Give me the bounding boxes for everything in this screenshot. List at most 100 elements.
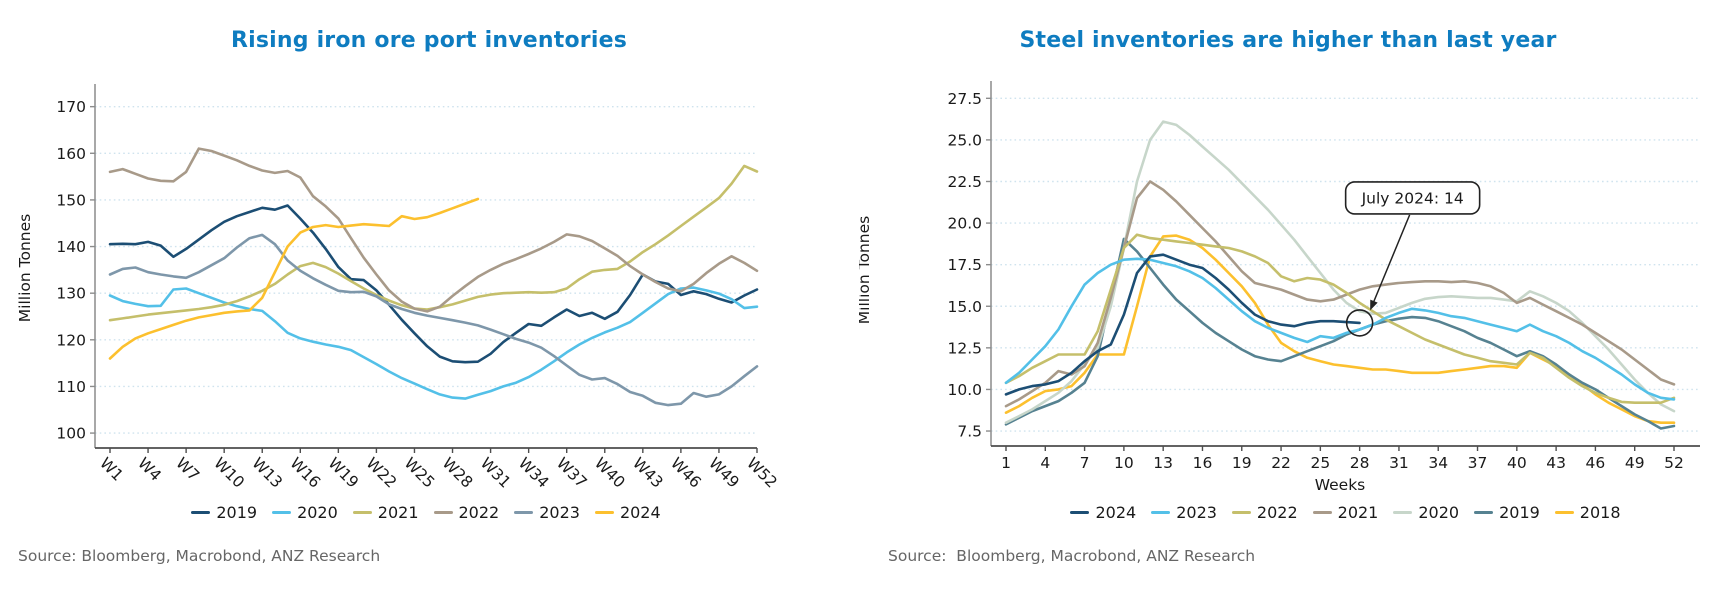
x-tick-label: 31 <box>1389 454 1409 472</box>
legend-item-2018: 2018 <box>1554 503 1621 522</box>
legend-label: 2018 <box>1579 503 1621 522</box>
legend-label: 2023 <box>1176 503 1217 522</box>
legend-swatch <box>514 510 534 515</box>
series-line-2023 <box>1004 257 1676 401</box>
legend-swatch <box>594 510 614 515</box>
x-tick-label: W37 <box>553 454 591 492</box>
legend-item-2022: 2022 <box>433 503 500 522</box>
series-line-2022 <box>108 147 759 313</box>
x-tick-label: W7 <box>172 454 203 485</box>
legend-item-2023: 2023 <box>514 503 580 522</box>
legend-label: 2021 <box>1337 503 1379 522</box>
annotation-label: July 2024: 14 <box>1361 189 1464 207</box>
chart-title-steel: Steel inventories are higher than last y… <box>1019 28 1557 54</box>
y-tick-label: 120 <box>56 331 86 349</box>
legend-item-2023: 2023 <box>1151 503 1217 522</box>
legend-swatch <box>1070 510 1090 515</box>
legend-swatch <box>272 510 292 515</box>
y-tick-label: 7.5 <box>957 423 982 441</box>
x-tick-label: W1 <box>96 454 127 485</box>
annotation-arrow-head <box>1370 299 1378 311</box>
chart-title-iron-ore: Rising iron ore port inventories <box>230 28 627 54</box>
y-tick-label: 110 <box>56 378 86 396</box>
legend-label: 2024 <box>1095 503 1137 522</box>
series-line-2024 <box>1004 253 1361 396</box>
y-tick-label: 10.0 <box>947 381 982 399</box>
y-tick-label: 15.0 <box>947 298 982 316</box>
annotation-target-circle <box>1345 309 1374 337</box>
legend-label: 2020 <box>297 503 338 522</box>
x-tick-label: 37 <box>1468 454 1488 472</box>
iron-ore-legend: 2019 2020 2021 2022 2023 2024 <box>95 503 757 522</box>
series-line-2018 <box>1004 234 1676 425</box>
x-tick-label: W40 <box>591 454 629 492</box>
series-line-2022 <box>1004 233 1676 405</box>
y-tick-label: 140 <box>56 238 86 256</box>
legend-item-2020: 2020 <box>1393 503 1459 522</box>
legend-swatch <box>1312 510 1332 515</box>
x-tick-label: 22 <box>1271 454 1291 472</box>
x-tick-label: W19 <box>325 454 363 492</box>
legend-label: 2022 <box>1256 503 1298 522</box>
legend-item-2021: 2021 <box>1312 503 1379 522</box>
x-tick-label: 1 <box>1001 454 1011 472</box>
y-tick-label: 130 <box>56 285 86 303</box>
legend-swatch <box>352 510 372 515</box>
x-tick-label: W43 <box>629 454 667 492</box>
series-line-2020 <box>108 286 759 400</box>
legend-swatch <box>1474 510 1494 515</box>
x-tick-label: 10 <box>1114 454 1134 472</box>
y-tick-label: 17.5 <box>947 256 982 274</box>
x-tick-label: 46 <box>1586 454 1606 472</box>
x-tick-label: W16 <box>286 454 324 492</box>
series-line-2023 <box>108 233 759 407</box>
legend-label: 2020 <box>1418 503 1460 522</box>
legend-label: 2022 <box>458 503 500 522</box>
x-tick-label: 40 <box>1507 454 1527 472</box>
y-tick-label: 160 <box>56 145 86 163</box>
x-tick-label: 49 <box>1625 454 1645 472</box>
x-tick-label: 4 <box>1040 454 1050 472</box>
x-tick-label: W4 <box>134 454 165 485</box>
legend-item-2020: 2020 <box>272 503 338 522</box>
y-axis-title: Million Tonnes <box>16 214 34 322</box>
x-tick-label: W49 <box>705 454 743 492</box>
y-tick-label: 22.5 <box>947 173 982 191</box>
legend-swatch <box>1231 510 1251 515</box>
x-tick-label: W52 <box>743 454 781 492</box>
x-tick-label: W22 <box>363 454 401 492</box>
steel-line-chart: 7.5 10.0 12.5 15.0 17.5 20.0 22.5 25.0 27.5 1 4 7 10… <box>859 81 1700 494</box>
y-tick-label: 25.0 <box>947 131 982 149</box>
y-tick-label: 12.5 <box>947 339 982 357</box>
x-tick-label: 25 <box>1310 454 1330 472</box>
x-tick-label: 52 <box>1664 454 1684 472</box>
x-tick-label: W31 <box>477 454 515 492</box>
x-axis-title: Weeks <box>1315 476 1366 494</box>
annotation-box <box>1344 181 1481 215</box>
source-note-right: Source: Bloomberg, Macrobond, ANZ Resear… <box>888 547 1256 565</box>
legend-item-2019: 2019 <box>191 503 257 522</box>
series-line-2024 <box>108 197 480 360</box>
legend-swatch <box>1554 510 1574 515</box>
annotation-arrow-line <box>1372 214 1411 304</box>
legend-item-2022: 2022 <box>1231 503 1298 522</box>
legend-label: 2019 <box>216 503 258 522</box>
x-tick-label: W10 <box>210 454 248 492</box>
x-tick-label: W28 <box>439 454 477 492</box>
legend-swatch <box>1393 510 1413 515</box>
y-tick-label: 100 <box>56 425 86 443</box>
y-axis-title: Million Tonnes <box>859 216 873 324</box>
legend-item-2021: 2021 <box>352 503 419 522</box>
legend-label: 2019 <box>1499 503 1540 522</box>
y-tick-label: 27.5 <box>947 90 982 108</box>
legend-label: 2021 <box>377 503 419 522</box>
y-tick-label: 170 <box>56 98 86 116</box>
legend-swatch <box>433 510 453 515</box>
iron-ore-chart-panel: Rising iron ore port inventories 100 110 1… <box>0 0 858 592</box>
x-tick-label: 28 <box>1350 454 1370 472</box>
legend-item-2019: 2019 <box>1474 503 1540 522</box>
steel-legend: 2024 2023 2022 2021 2020 2019 2018 <box>991 503 1700 522</box>
source-note-left: Source: Bloomberg, Macrobond, ANZ Resear… <box>18 547 381 565</box>
